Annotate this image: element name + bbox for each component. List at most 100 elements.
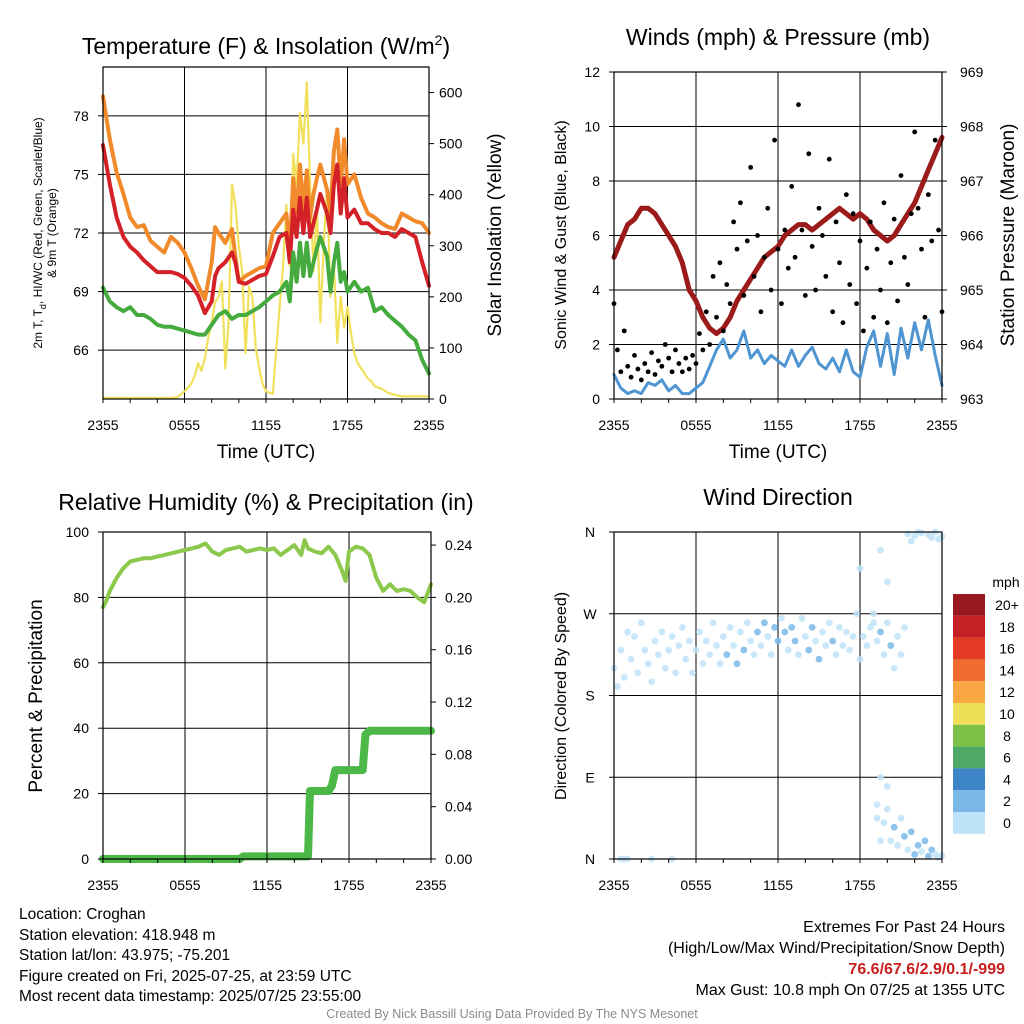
y2-tick-label: 0.20 xyxy=(445,589,472,605)
direction-point xyxy=(716,660,724,668)
x-tick-label: 2355 xyxy=(598,417,629,433)
y-tick-label: 2 xyxy=(592,337,600,353)
y-tick-label: 75 xyxy=(73,166,89,182)
direction-point xyxy=(901,832,908,840)
gust-point xyxy=(850,211,856,217)
y-tick-label: 0 xyxy=(81,851,89,867)
legend-swatch xyxy=(953,659,985,682)
y-tick-label: 10 xyxy=(584,119,600,135)
humidity-ylabel: Percent & Precipitation xyxy=(26,599,47,792)
gust-point xyxy=(823,273,829,279)
legend-title: mph xyxy=(992,574,1019,590)
direction-point xyxy=(634,669,642,677)
y-tick-label: 78 xyxy=(73,108,89,124)
temperature-panel: Temperature (F) & Insolation (W/m2) 2355… xyxy=(31,32,506,463)
legend-swatch xyxy=(953,594,985,616)
direction-point xyxy=(890,664,898,672)
gust-point xyxy=(717,260,723,266)
y-tick-label: 4 xyxy=(592,282,600,298)
direction-point xyxy=(795,651,802,659)
legend-swatch xyxy=(953,768,985,791)
direction-point xyxy=(928,534,936,541)
winds-y2label: Station Pressure (Maroon) xyxy=(998,124,1019,347)
gust-point xyxy=(891,216,897,222)
x-tick-label: 2355 xyxy=(413,417,444,433)
direction-point xyxy=(914,841,922,849)
direction-point xyxy=(894,841,901,849)
y2-tick-label: 0.16 xyxy=(445,642,472,658)
gust-point xyxy=(905,282,911,287)
direction-point xyxy=(699,660,707,668)
y2-tick-label: 969 xyxy=(960,64,984,80)
x-tick-label: 1155 xyxy=(763,417,793,433)
gust-point xyxy=(645,369,651,375)
gust-point xyxy=(755,233,760,238)
direction-point xyxy=(887,837,895,845)
gust-point xyxy=(929,238,935,244)
gust-point xyxy=(642,361,648,366)
direction-point xyxy=(924,852,932,860)
station-elevation: Station elevation: 418.948 m xyxy=(19,926,216,944)
x-tick-label: 2355 xyxy=(415,877,446,893)
x-tick-label: 2355 xyxy=(87,877,118,893)
temperature-y2label: Solar Insolation (Yellow) xyxy=(485,133,506,336)
temperature-lines xyxy=(101,81,431,400)
t9m-line xyxy=(101,94,431,302)
direction-point xyxy=(819,628,826,636)
gust-point xyxy=(898,173,904,178)
pressure-line xyxy=(611,134,945,337)
legend-label: 18 xyxy=(999,619,1015,635)
gust-point xyxy=(679,369,685,375)
legend-label: 0 xyxy=(1003,815,1011,831)
gust-point xyxy=(792,254,798,260)
y-tick-label: 6 xyxy=(592,228,600,244)
y-tick-label: 0 xyxy=(592,391,600,407)
gust-point xyxy=(700,347,706,353)
direction-point xyxy=(784,646,792,654)
direction-point xyxy=(887,642,895,649)
y-tick-label: 20 xyxy=(73,786,89,802)
direction-point xyxy=(706,651,714,659)
direction-point xyxy=(696,628,703,636)
gust-point xyxy=(669,369,675,375)
y-tick-label: 12 xyxy=(584,64,600,80)
legend-swatch xyxy=(953,724,985,747)
direction-point xyxy=(737,628,744,636)
direction-point xyxy=(880,651,888,659)
gust-point xyxy=(830,309,836,315)
gust-point xyxy=(635,366,641,372)
direction-point xyxy=(918,848,925,856)
max-gust: Max Gust: 10.8 mph On 07/25 at 1355 UTC xyxy=(695,982,1006,999)
t2m-line xyxy=(101,143,431,316)
gust-point xyxy=(867,219,873,225)
x-tick-label: 1155 xyxy=(252,877,282,893)
gust-point xyxy=(768,287,774,293)
gust-point xyxy=(888,260,894,266)
gust-point xyxy=(686,366,692,372)
speed-legend: 20+ 18 16 14 12 10 8 6 4 2 0 xyxy=(953,594,1019,834)
gust-point xyxy=(731,219,736,225)
direction-point xyxy=(668,633,676,640)
legend-swatch xyxy=(953,812,985,834)
legend-label: 20+ xyxy=(995,597,1019,613)
direction-point xyxy=(897,651,905,659)
direction-point xyxy=(713,642,720,649)
legend-label: 16 xyxy=(999,641,1015,657)
direction-point xyxy=(726,623,734,631)
direction-point xyxy=(774,637,782,645)
x-tick-label: 0555 xyxy=(680,417,711,433)
winds-ticks: 2355 0555 1155 1755 2355 0 2 4 6 8 10 12 963 964 965 96… xyxy=(584,64,983,433)
gust-point xyxy=(652,372,658,377)
gust-point xyxy=(758,309,764,315)
extremes-subtitle: (High/Low/Max Wind/Precipitation/Snow De… xyxy=(667,940,1005,957)
legend-label: 10 xyxy=(999,706,1015,722)
svg-text:2m T, Td, HI/WC (Red, Green, S: 2m T, Td, HI/WC (Red, Green, Scarlet/Blu… xyxy=(31,117,48,348)
direction-point xyxy=(825,619,833,627)
gust-point xyxy=(724,282,730,287)
winds-lines xyxy=(611,102,945,396)
direction-point xyxy=(760,619,768,627)
gust-point xyxy=(748,164,754,170)
gust-point xyxy=(656,358,661,364)
gust-point xyxy=(881,200,887,206)
